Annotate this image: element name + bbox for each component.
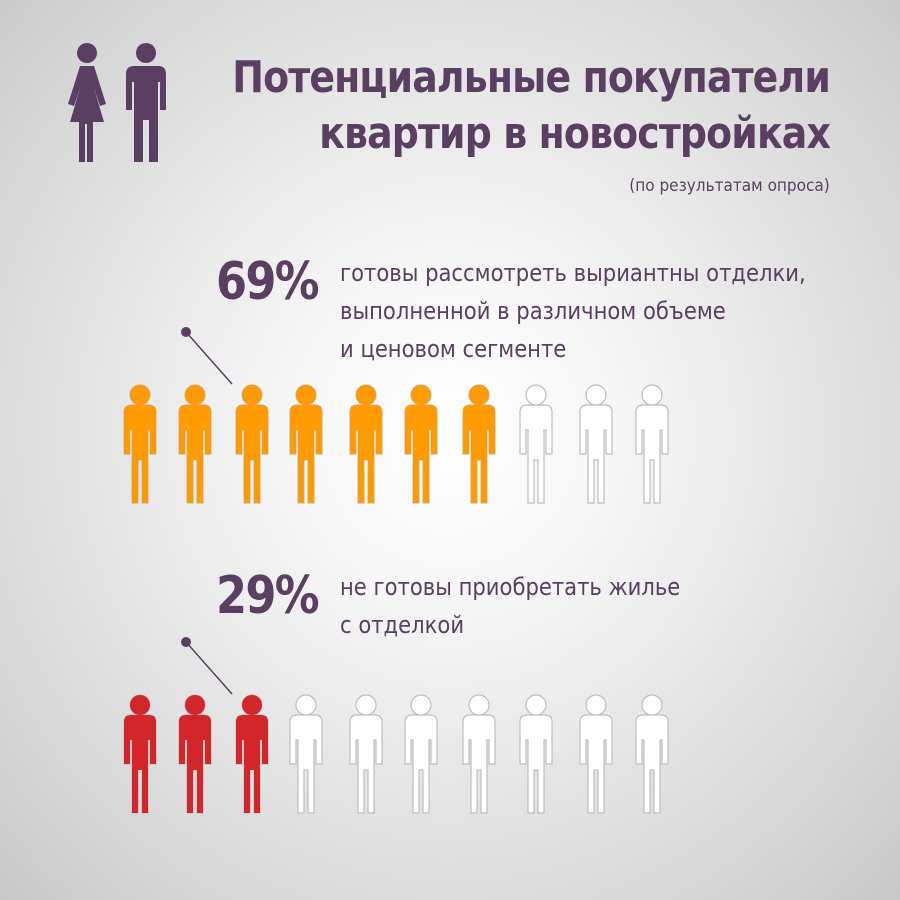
person-icon — [579, 694, 613, 814]
person-icon — [579, 384, 613, 504]
pictograph-2 — [123, 694, 669, 814]
pointer-stroke-1 — [185, 331, 233, 385]
percent-label-1: 69% — [216, 252, 320, 312]
description-2-line-2: с отделкой — [340, 611, 465, 639]
person-icon — [289, 384, 323, 504]
person-icon — [635, 384, 669, 504]
description-2-line-1: не готовы приобретать жилье — [340, 573, 681, 601]
description-1-line-2: выполненной в различном объеме — [340, 297, 726, 325]
person-icon — [462, 384, 496, 504]
person-icon — [349, 384, 383, 504]
title-line-2: квартир в новостройках — [319, 108, 831, 159]
man-and-woman-icon — [68, 43, 166, 162]
pointer-stroke-2 — [185, 641, 233, 695]
person-icon — [123, 384, 157, 504]
pointer-line-1 — [181, 327, 233, 385]
person-icon — [519, 384, 553, 504]
person-icon — [404, 384, 438, 504]
person-icon — [462, 694, 496, 814]
person-icon — [519, 694, 553, 814]
person-icon — [635, 694, 669, 814]
person-icon — [235, 694, 269, 814]
person-icon — [349, 694, 383, 814]
percent-label-2: 29% — [216, 566, 320, 626]
pointer-line-2 — [181, 637, 233, 695]
description-2: не готовы приобретать жилье с отделкой — [340, 568, 680, 644]
description-1-line-1: готовы рассмотреть выриантны отделки, — [340, 259, 806, 287]
person-icon — [178, 384, 212, 504]
person-icon — [123, 694, 157, 814]
person-icon — [404, 694, 438, 814]
subtitle: (по результатам опроса) — [629, 176, 830, 196]
title-line-1: Потенциальные покупатели — [232, 52, 831, 103]
description-1: готовы рассмотреть выриантны отделки, вы… — [340, 254, 806, 368]
person-icon — [289, 694, 323, 814]
pictograph-1 — [123, 384, 669, 504]
page-title: Потенциальные покупатели квартир в новос… — [135, 50, 831, 162]
person-icon — [178, 694, 212, 814]
person-icon — [235, 384, 269, 504]
description-1-line-3: и ценовом сегменте — [340, 335, 567, 363]
